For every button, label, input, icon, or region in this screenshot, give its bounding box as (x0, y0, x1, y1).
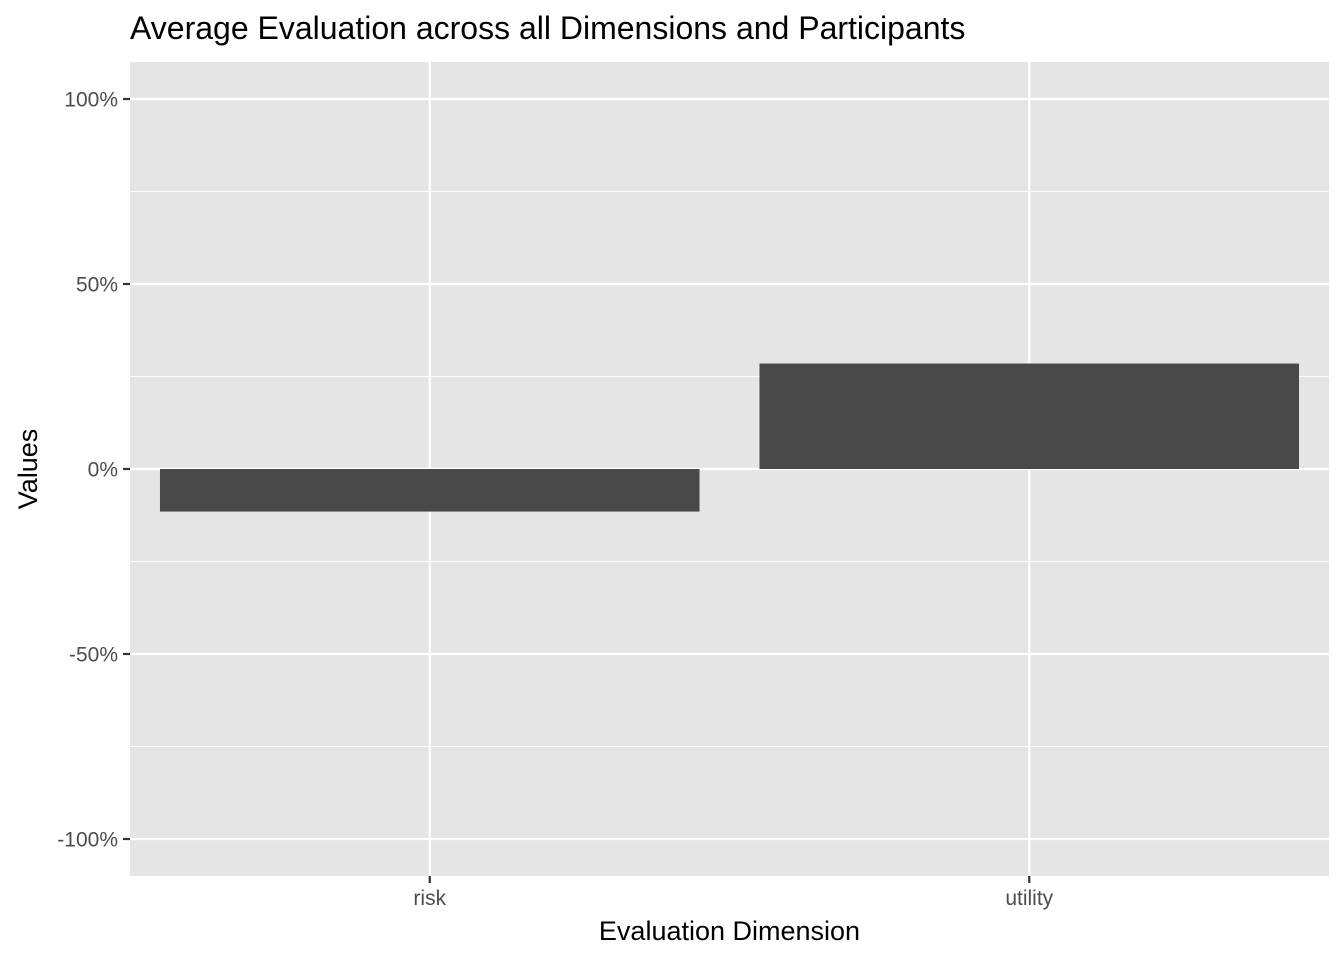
chart-title: Average Evaluation across all Dimensions… (130, 10, 965, 46)
x-tick-label-risk: risk (413, 887, 446, 910)
y-tick-label: 0% (88, 459, 118, 482)
y-tick-label: 100% (64, 89, 118, 112)
y-tick-label: -50% (69, 644, 118, 667)
x-axis: risk utility (413, 876, 1054, 910)
y-axis: 100% 50% 0% -50% -100% (57, 89, 130, 852)
y-tick-label: 50% (76, 274, 118, 297)
y-axis-title: Values (13, 429, 43, 510)
bars (159, 363, 1300, 512)
bar-risk (159, 469, 700, 512)
x-axis-title: Evaluation Dimension (599, 916, 860, 946)
y-tick-label: -100% (57, 829, 118, 852)
x-tick-label-utility: utility (1005, 887, 1053, 910)
bar-utility (759, 363, 1300, 469)
